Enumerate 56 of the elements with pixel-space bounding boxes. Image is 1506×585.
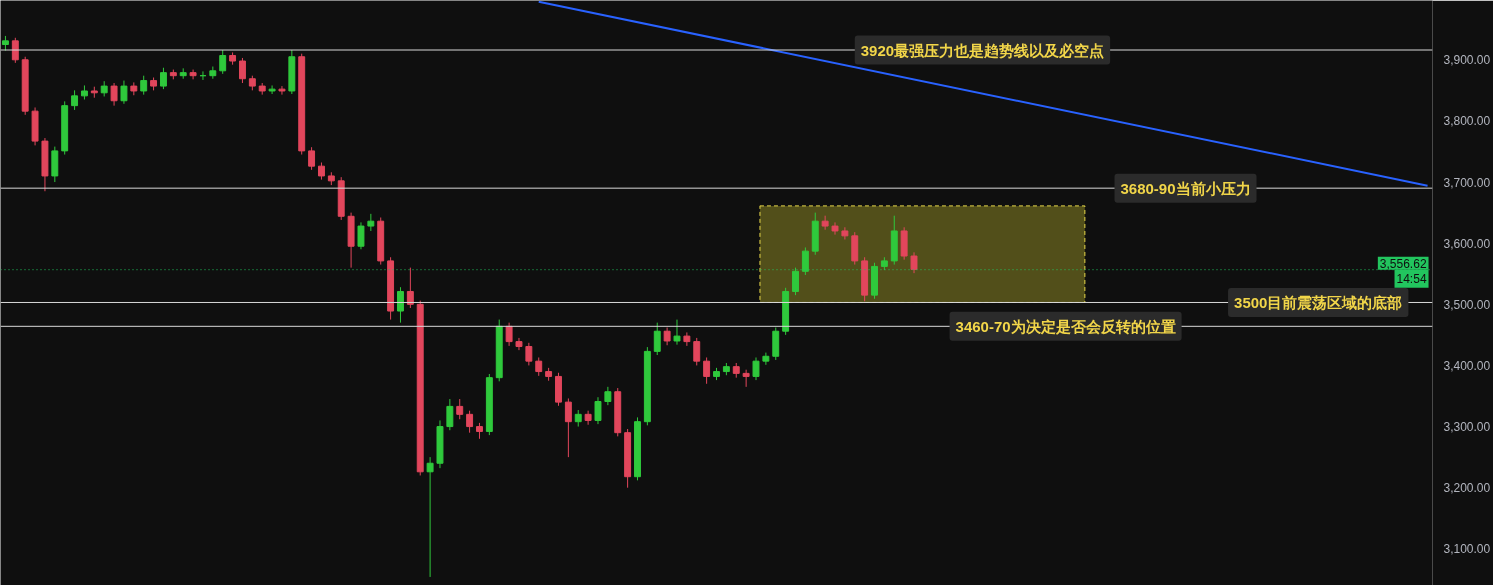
candlestick [505,322,513,347]
candlestick [426,456,434,578]
candlestick [693,337,701,366]
ref-line-label: 3680-90当前小压力 [1120,179,1251,197]
candlestick [466,410,474,434]
candlestick [831,221,839,236]
candlestick [752,356,760,381]
candlestick [268,84,276,95]
candlestick [11,37,19,64]
y-tick-label: 3,900.00 [1443,53,1491,68]
candlestick [159,67,167,90]
y-tick-label: 3,200.00 [1443,481,1491,496]
candlestick [71,89,79,111]
candlestick [525,342,533,366]
candlestick [357,221,365,250]
candlestick [653,322,661,356]
ref-line-label: 3920最强压力也是趋势线以及必空点 [860,41,1105,59]
candlestick [801,246,809,276]
candlestick [673,319,681,346]
candlestick [703,356,711,385]
candlestick [239,57,246,84]
candlestick [683,331,691,347]
y-tick-label: 3,700.00 [1443,175,1491,190]
candlestick [110,82,118,107]
candlestick [564,397,572,458]
candlestick [456,398,464,420]
candlestick [515,337,523,351]
candlestick [821,215,829,231]
candlestick [219,49,227,75]
candlestick [446,398,454,431]
annotation: 14:54 [1396,271,1427,286]
ref-line-label: 3460-70为决定是否会反转的位置 [955,317,1176,335]
y-tick-label: 3,100.00 [1443,542,1491,557]
y-tick-label: 3,400.00 [1443,358,1491,373]
ref-line-label: 3,556.62 [1379,256,1427,271]
y-tick-label: 3,500.00 [1443,297,1491,312]
y-tick-label: 3,800.00 [1443,114,1491,129]
candlestick [841,226,849,241]
candlestick [742,369,750,388]
y-tick-label: 3,300.00 [1443,420,1491,435]
candlestick [535,356,543,377]
ref-line-label: 3500目前震荡区域的底部 [1234,293,1403,311]
candlestick [762,352,770,366]
candlestick [594,396,602,425]
candlestick [792,267,799,296]
candlestick [120,80,128,105]
candlestick [140,75,148,96]
candlestick [584,410,592,426]
candlestick [406,267,414,309]
candlestick [189,69,197,80]
candlestick [397,286,404,324]
candlestick [308,146,316,171]
y-tick-label: 3,600.00 [1443,236,1491,251]
candlestick [604,386,612,406]
candlestick [278,85,286,96]
candlestick [910,251,918,274]
